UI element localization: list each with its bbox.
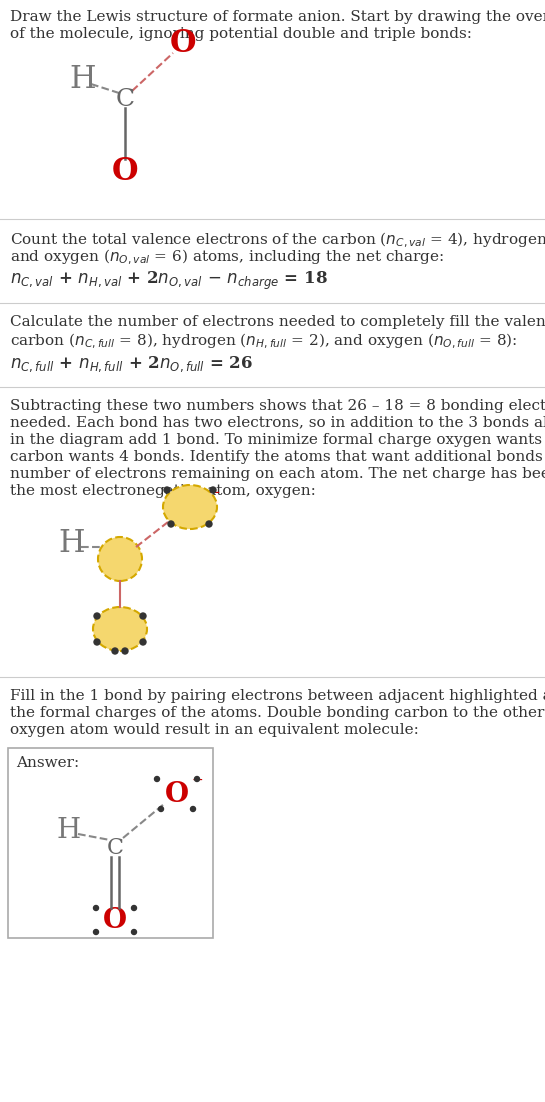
Text: C: C <box>106 838 124 858</box>
Text: Answer:: Answer: <box>16 756 79 770</box>
Circle shape <box>98 537 142 581</box>
Circle shape <box>191 807 196 811</box>
Circle shape <box>94 906 99 910</box>
Text: H: H <box>57 817 81 843</box>
Text: in the diagram add 1 bond. To minimize formal charge oxygen wants 2 bonds and: in the diagram add 1 bond. To minimize f… <box>10 433 545 447</box>
Text: number of electrons remaining on each atom. The net charge has been given to: number of electrons remaining on each at… <box>10 467 545 480</box>
Text: carbon ($n_{C,full}$ = 8), hydrogen ($n_{H,full}$ = 2), and oxygen ($n_{O,full}$: carbon ($n_{C,full}$ = 8), hydrogen ($n_… <box>10 332 517 352</box>
Text: C: C <box>111 548 130 571</box>
Text: Fill in the 1 bond by pairing electrons between adjacent highlighted atoms, noti: Fill in the 1 bond by pairing electrons … <box>10 689 545 703</box>
Circle shape <box>122 648 128 653</box>
Circle shape <box>94 613 100 619</box>
Circle shape <box>94 929 99 934</box>
Text: oxygen atom would result in an equivalent molecule:: oxygen atom would result in an equivalen… <box>10 723 419 737</box>
Text: $n_{C,full}$ + $n_{H,full}$ + 2$n_{O,full}$ = 26: $n_{C,full}$ + $n_{H,full}$ + 2$n_{O,ful… <box>10 354 253 374</box>
Text: of the molecule, ignoring potential double and triple bonds:: of the molecule, ignoring potential doub… <box>10 28 472 41</box>
Ellipse shape <box>163 485 217 529</box>
Text: C: C <box>116 87 135 110</box>
Circle shape <box>210 487 216 493</box>
Text: needed. Each bond has two electrons, so in addition to the 3 bonds already prese: needed. Each bond has two electrons, so … <box>10 415 545 430</box>
Text: H: H <box>59 528 85 559</box>
Ellipse shape <box>93 607 147 651</box>
Text: the formal charges of the atoms. Double bonding carbon to the other highlighted: the formal charges of the atoms. Double … <box>10 706 545 720</box>
Text: Count the total valence electrons of the carbon ($n_{C,val}$ = 4), hydrogen ($n_: Count the total valence electrons of the… <box>10 231 545 250</box>
Text: O: O <box>112 155 138 186</box>
Circle shape <box>154 777 160 781</box>
Circle shape <box>140 613 146 619</box>
Text: carbon wants 4 bonds. Identify the atoms that want additional bonds and the: carbon wants 4 bonds. Identify the atoms… <box>10 450 545 464</box>
Circle shape <box>131 929 136 934</box>
Text: $n_{C,val}$ + $n_{H,val}$ + 2$n_{O,val}$ $-$ $n_{charge}$ = 18: $n_{C,val}$ + $n_{H,val}$ + 2$n_{O,val}$… <box>10 270 328 292</box>
Text: and oxygen ($n_{O,val}$ = 6) atoms, including the net charge:: and oxygen ($n_{O,val}$ = 6) atoms, incl… <box>10 248 444 268</box>
Text: Draw the Lewis structure of formate anion. Start by drawing the overall structur: Draw the Lewis structure of formate anio… <box>10 10 545 24</box>
Text: O: O <box>103 907 127 933</box>
Circle shape <box>168 521 174 527</box>
FancyBboxPatch shape <box>8 748 213 938</box>
Circle shape <box>112 648 118 653</box>
Circle shape <box>195 777 199 781</box>
Circle shape <box>131 906 136 910</box>
Text: H: H <box>70 64 96 95</box>
Circle shape <box>140 639 146 645</box>
Text: the most electronegative atom, oxygen:: the most electronegative atom, oxygen: <box>10 484 316 498</box>
Circle shape <box>94 639 100 645</box>
Circle shape <box>164 487 170 493</box>
Text: O: O <box>165 780 189 808</box>
Text: $-$: $-$ <box>207 484 220 498</box>
Text: $-$: $-$ <box>191 773 203 786</box>
Text: Subtracting these two numbers shows that 26 – 18 = 8 bonding electrons are: Subtracting these two numbers shows that… <box>10 399 545 413</box>
Text: O: O <box>107 614 133 645</box>
Circle shape <box>159 807 164 811</box>
Text: O: O <box>169 29 196 60</box>
Circle shape <box>206 521 212 527</box>
Text: Calculate the number of electrons needed to completely fill the valence shells f: Calculate the number of electrons needed… <box>10 315 545 329</box>
Text: O: O <box>177 491 203 522</box>
